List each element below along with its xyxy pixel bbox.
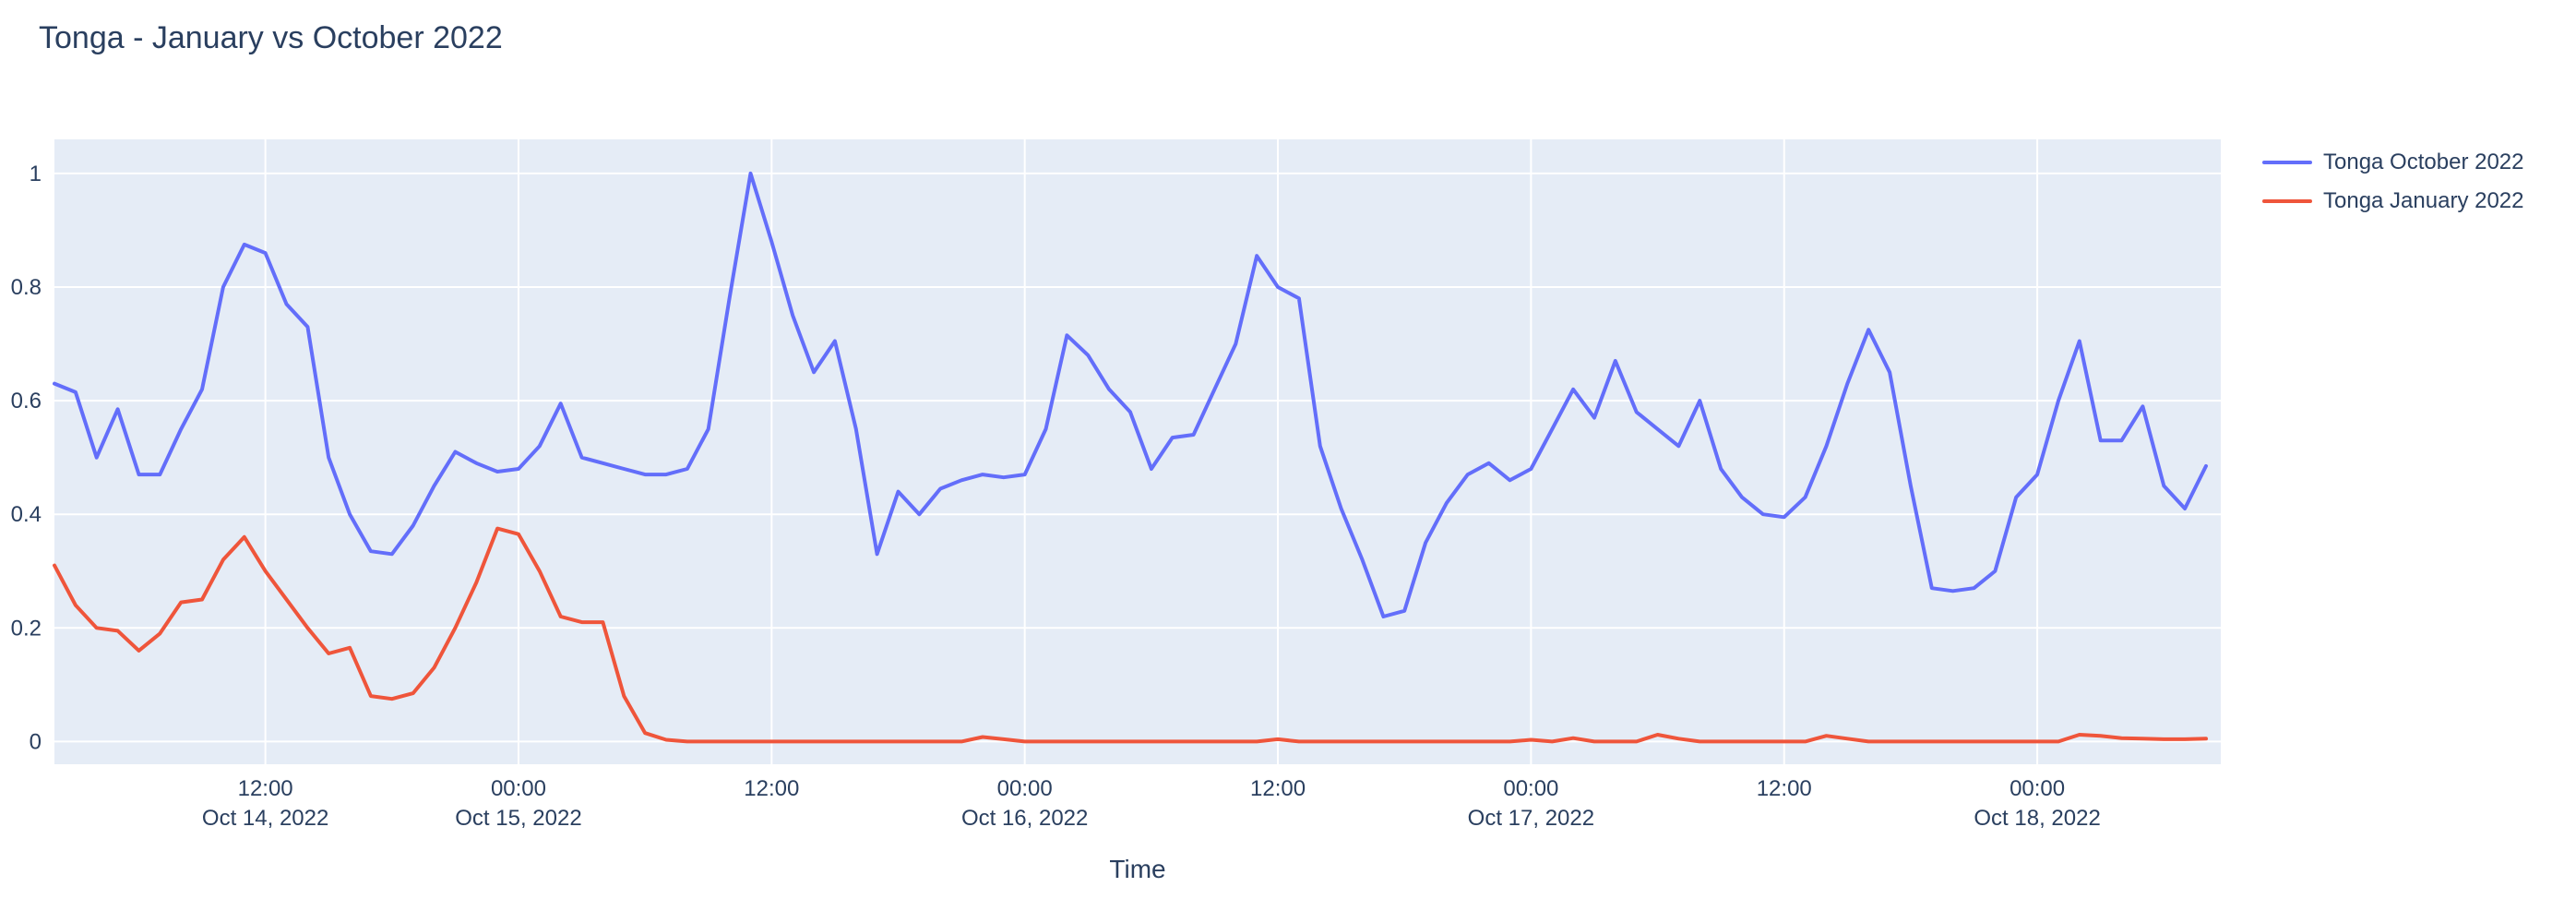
x-tick-time-label: 12:00	[744, 776, 799, 801]
x-tick-time-label: 00:00	[1503, 776, 1558, 801]
series-line-1	[53, 526, 2208, 744]
y-tick-label: 0.4	[11, 502, 42, 527]
x-tick-date-label: Oct 14, 2022	[202, 806, 328, 831]
x-tick-date-label: Oct 16, 2022	[961, 806, 1088, 831]
x-tick-time-label: 12:00	[238, 776, 293, 801]
x-tick-time-label: 00:00	[491, 776, 546, 801]
x-tick-date-label: Oct 17, 2022	[1468, 806, 1594, 831]
y-tick-label: 0.6	[11, 389, 42, 414]
legend: Tonga October 2022 Tonga January 2022	[2262, 150, 2524, 214]
series-line-0	[53, 171, 2208, 618]
x-tick-time-label: 00:00	[2010, 776, 2065, 801]
legend-item-label: Tonga January 2022	[2323, 188, 2524, 213]
plot-background[interactable]	[54, 139, 2221, 764]
x-tick-time-label: 12:00	[1757, 776, 1812, 801]
legend-line-swatch-icon	[2262, 199, 2312, 203]
legend-item-1[interactable]: Tonga January 2022	[2262, 188, 2524, 214]
y-tick-label: 0.2	[11, 616, 42, 641]
y-tick-label: 1	[30, 162, 42, 186]
y-tick-label: 0	[30, 729, 42, 754]
legend-line-swatch-icon	[2262, 161, 2312, 164]
x-tick-date-label: Oct 18, 2022	[1974, 806, 2100, 831]
y-tick-label: 0.8	[11, 275, 42, 300]
legend-item-label: Tonga October 2022	[2323, 150, 2524, 174]
x-tick-date-label: Oct 15, 2022	[455, 806, 581, 831]
x-axis-title: Time	[1109, 855, 1166, 883]
legend-item-0[interactable]: Tonga October 2022	[2262, 150, 2524, 175]
chart-title: Tonga - January vs October 2022	[39, 20, 503, 55]
x-tick-time-label: 12:00	[1250, 776, 1306, 801]
x-tick-time-label: 00:00	[997, 776, 1053, 801]
